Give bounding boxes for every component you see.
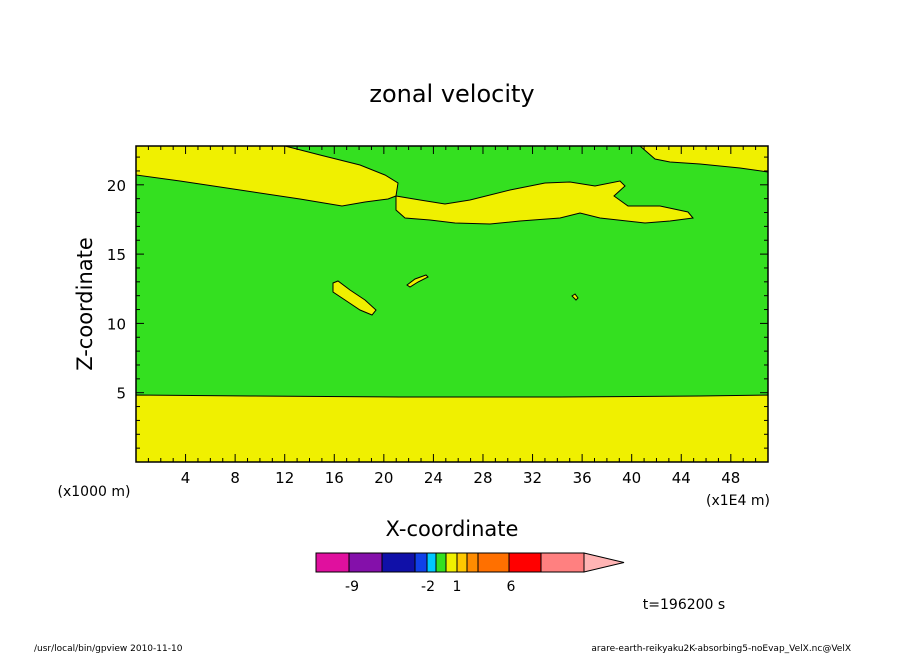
- x-tick-label: 12: [275, 469, 294, 487]
- time-label: t=196200 s: [643, 597, 725, 613]
- footer-right: arare-earth-reikyaku2K-absorbing5-noEvap…: [591, 644, 851, 654]
- colorbar-segment: [435, 552, 447, 573]
- y-tick-label: 15: [107, 246, 126, 264]
- colorbar-segment: [466, 552, 479, 573]
- field-yellow-upper-left: [135, 145, 399, 207]
- x-axis-label: X-coordinate: [386, 517, 519, 541]
- colorbar-segment: [348, 552, 383, 573]
- y-tick-label: 10: [107, 315, 126, 333]
- plot-frame: [135, 145, 769, 463]
- x-tick-label: 8: [230, 469, 240, 487]
- field-yellow-band: [395, 180, 694, 225]
- footer-left: /usr/local/bin/gpview 2010-11-10: [34, 644, 183, 654]
- colorbar-segment: [315, 552, 350, 573]
- colorbar-segment: [381, 552, 416, 573]
- y-tick-label: 5: [116, 385, 126, 403]
- colorbar-segment: [477, 552, 510, 573]
- colorbar-tick-labels: -9 -2 1 6: [345, 579, 516, 595]
- colorbar-segment: [540, 552, 585, 573]
- x-tick-label: 20: [374, 469, 393, 487]
- colorbar-tick-label: -2: [421, 579, 435, 595]
- x-tick-label: 28: [473, 469, 492, 487]
- colorbar-tick-label: 6: [507, 579, 516, 595]
- colorbar-tick-label: -9: [345, 579, 359, 595]
- colorbar-segment: [456, 552, 468, 573]
- y-unit-label: (x1000 m): [58, 484, 131, 500]
- field-yellow-lower: [135, 394, 769, 463]
- colorbar: [315, 552, 625, 573]
- colorbar-segment: [445, 552, 458, 573]
- x-tick-label: 16: [325, 469, 344, 487]
- field-yellow-patch-1: [332, 280, 377, 316]
- colorbar-tick-label: 1: [453, 579, 462, 595]
- colorbar-segment: [426, 552, 437, 573]
- x-unit-label: (x1E4 m): [706, 493, 770, 509]
- y-tick-label: 20: [107, 177, 126, 195]
- x-tick-label: 40: [622, 469, 641, 487]
- field-yellow-patch-2: [406, 274, 429, 288]
- x-tick-label: 32: [523, 469, 542, 487]
- x-tick-label: 24: [424, 469, 443, 487]
- x-tick-label: 48: [721, 469, 740, 487]
- y-axis-label: Z-coordinate: [73, 237, 97, 371]
- chart-title: zonal velocity: [369, 80, 534, 108]
- colorbar-segment: [508, 552, 542, 573]
- x-tick-label: 36: [573, 469, 592, 487]
- y-axis-ticks: 5 10 15 20: [107, 156, 768, 449]
- x-axis-ticks: 4 8 12 16 20 24 28 32 36 40 44 48: [147, 146, 757, 487]
- field-yellow-patch-3: [571, 293, 579, 301]
- x-tick-label: 4: [181, 469, 191, 487]
- x-tick-label: 44: [672, 469, 691, 487]
- colorbar-segment: [414, 552, 428, 573]
- colorbar-arrow: [583, 552, 625, 573]
